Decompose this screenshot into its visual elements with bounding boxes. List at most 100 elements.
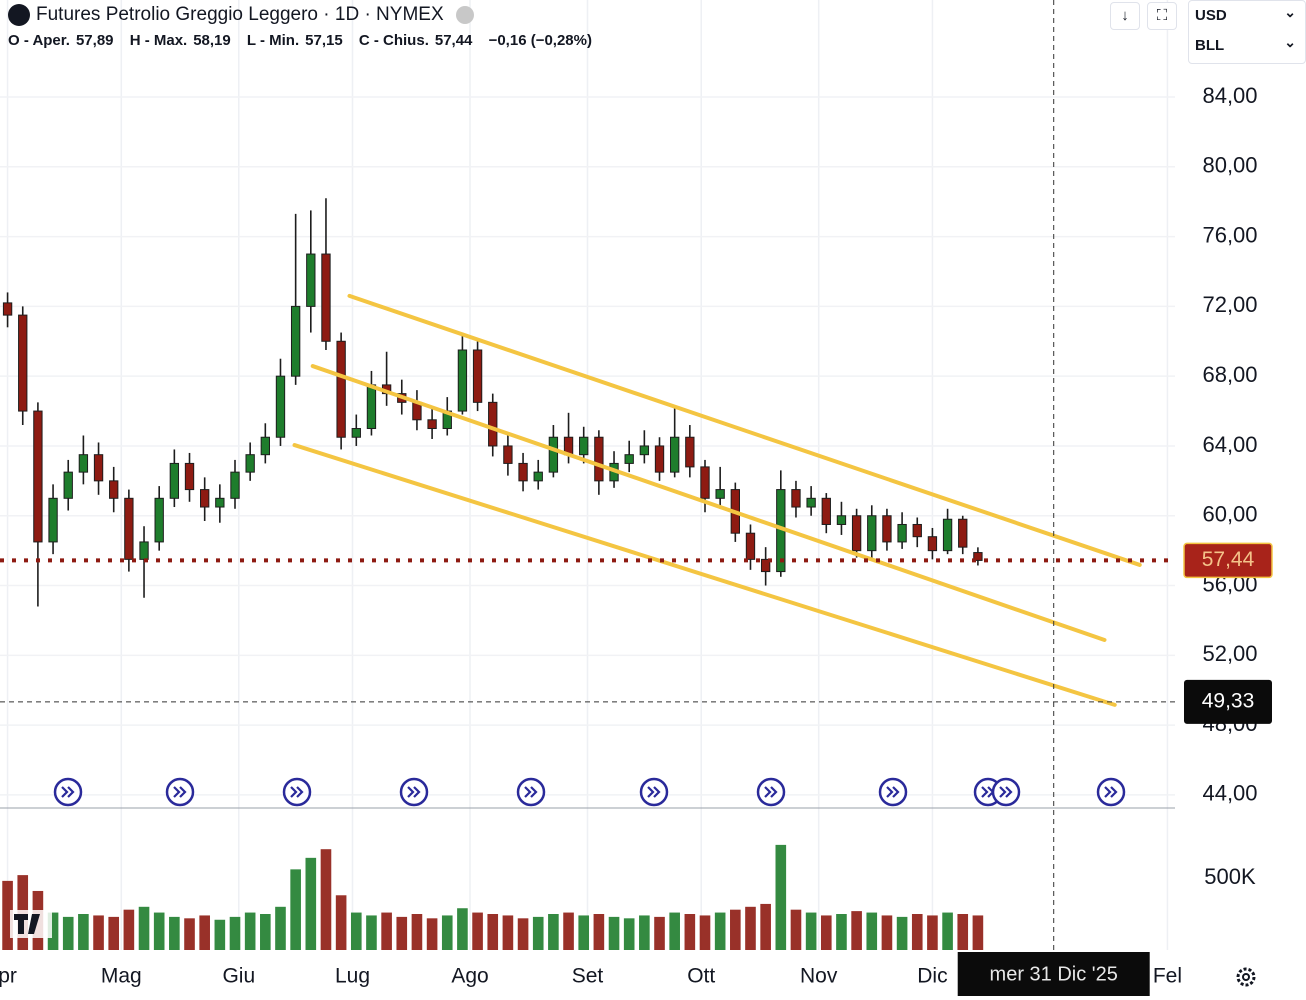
- candle-body: [290, 305, 301, 377]
- volume-bar: [517, 918, 529, 950]
- title-row: Futures Petrolio Greggio Leggero · 1D · …: [8, 4, 598, 26]
- download-button[interactable]: ↓: [1110, 2, 1140, 30]
- candle-body: [275, 375, 286, 438]
- candle-body: [488, 401, 498, 447]
- ohlc-value: 58,19: [193, 32, 231, 49]
- volume-bar: [320, 849, 332, 950]
- y-tick-label: 64,00: [1202, 432, 1257, 457]
- x-tick-label: Nov: [800, 965, 838, 988]
- event-icon: [639, 777, 669, 807]
- candle-body: [306, 253, 316, 307]
- volume-bar: [275, 906, 286, 950]
- volume-bar: [290, 869, 301, 950]
- volume-bar: [639, 915, 650, 950]
- volume-bar: [381, 912, 392, 950]
- header: Futures Petrolio Greggio Leggero · 1D · …: [8, 4, 598, 49]
- ohlc-item: C - Chius. 57,44: [359, 32, 479, 49]
- ohlc-label: O - Aper.: [8, 32, 70, 49]
- ohlc-value: 57,44: [434, 32, 473, 49]
- last-price-tag: [1183, 542, 1273, 579]
- candle-body: [579, 436, 589, 456]
- volume-bar: [2, 880, 13, 950]
- volume-bar: [699, 915, 711, 950]
- volume-bar: [911, 914, 923, 950]
- candle-body: [958, 518, 968, 548]
- volume-bar: [411, 914, 423, 950]
- candle-body: [533, 471, 543, 482]
- event-icon: [165, 777, 195, 807]
- volume-bar: [366, 915, 377, 950]
- ohlc-item: O - Aper. 57,89: [8, 32, 120, 49]
- volume-bar: [593, 914, 605, 950]
- logo: [8, 4, 30, 26]
- fullscreen-button[interactable]: ⛶: [1147, 2, 1177, 30]
- currency-select[interactable]: USD: [1190, 0, 1302, 30]
- ohlc-value: 57,15: [305, 32, 343, 49]
- volume-bar: [927, 915, 938, 950]
- crosshair-date-label: mer 31 Dic '25: [990, 963, 1118, 985]
- candle-body: [927, 536, 938, 552]
- ohlc-value: 57,89: [75, 32, 114, 49]
- event-icon: [991, 777, 1021, 807]
- x-tick-label: Ago: [451, 965, 488, 988]
- candle-body: [351, 428, 361, 438]
- event-arrow: [173, 786, 187, 798]
- candle-body: [685, 436, 695, 468]
- ohlc-row: O - Aper. 57,89 H - Max. 58,19 L - Min. 57,…: [8, 32, 598, 49]
- volume-bar: [972, 915, 984, 950]
- candle-body: [139, 541, 149, 560]
- volume-bar: [502, 915, 514, 950]
- candle-body: [124, 497, 134, 560]
- volume-bar: [730, 909, 741, 950]
- trendline: [347, 293, 1142, 567]
- candle-body: [184, 462, 195, 491]
- volume-bar: [138, 906, 150, 950]
- volume-bar: [123, 909, 135, 950]
- candle-body: [169, 462, 180, 499]
- candle-body: [745, 532, 756, 560]
- candle-body: [427, 419, 437, 430]
- volume-bar: [93, 915, 104, 950]
- volume-bar: [441, 915, 453, 950]
- x-tick-label: Fel: [1153, 965, 1182, 988]
- ohlc-item: L - Min. 57,15: [247, 32, 349, 49]
- volume-bar: [820, 915, 832, 950]
- volume-bar: [896, 916, 908, 950]
- settings-hub: [1242, 973, 1250, 981]
- volume-bar: [396, 916, 408, 950]
- volume-bar: [775, 844, 787, 950]
- candle-body: [260, 436, 270, 456]
- candle-body: [806, 497, 816, 508]
- settings-gear: [1236, 967, 1256, 987]
- candle-body: [457, 349, 468, 412]
- y-tick-label: 68,00: [1202, 362, 1257, 387]
- event-arrow: [407, 786, 421, 798]
- candle-body: [215, 497, 225, 508]
- candle-body: [654, 445, 665, 473]
- settings-icon[interactable]: [1236, 967, 1256, 987]
- event-arrow: [647, 786, 661, 798]
- event-arrow: [999, 786, 1013, 798]
- candle-body: [715, 489, 725, 499]
- volume-bar: [184, 918, 195, 950]
- x-tick-label: pr: [0, 965, 17, 988]
- volume-bar: [866, 912, 878, 950]
- volume-tick-label: 500K: [1204, 864, 1256, 889]
- candle-body: [897, 523, 907, 543]
- unit-select[interactable]: BLL: [1190, 28, 1302, 60]
- volume-bar: [714, 912, 726, 950]
- candle-body: [942, 518, 953, 552]
- volume-bar: [805, 912, 817, 950]
- volume-bar: [942, 912, 953, 950]
- event-arrow: [1104, 786, 1118, 798]
- x-tick-label: Lug: [335, 965, 370, 988]
- crosshair-price-tag: [1184, 679, 1272, 724]
- volume-bar: [350, 912, 362, 950]
- volume-bar: [563, 912, 574, 950]
- candle-body: [48, 497, 58, 543]
- candle-body: [624, 454, 634, 464]
- candle-body: [548, 436, 559, 473]
- candle-body: [973, 552, 983, 561]
- volume-bar: [305, 857, 317, 950]
- crosshair-price-label: 49,33: [1202, 689, 1255, 712]
